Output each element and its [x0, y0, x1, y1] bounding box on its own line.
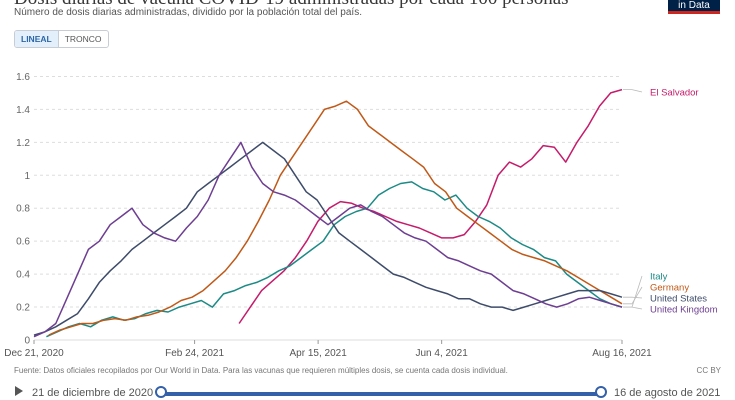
timeline-end-handle[interactable] [595, 386, 607, 398]
y-tick-label: 0.8 [16, 204, 30, 215]
series-label: United States [650, 294, 707, 305]
x-tick-label: Jun 4, 2021 [416, 348, 469, 359]
series-line-el-salvador [238, 88, 623, 324]
y-tick-label: 1.6 [16, 72, 30, 83]
timeline-track[interactable] [160, 392, 602, 396]
series-label: United Kingdom [650, 305, 718, 316]
license-label: CC BY [696, 366, 721, 375]
timeline-start-label: 21 de diciembre de 2020 [32, 387, 154, 399]
series-label-connector [623, 306, 643, 310]
y-tick-label: 1.4 [16, 105, 30, 116]
series-label-connector [623, 286, 643, 305]
x-tick-label: Feb 24, 2021 [165, 348, 224, 359]
timeline-end-label: 16 de agosto de 2021 [614, 387, 721, 399]
chart-title: Dosis diarias de vacuna COVID-19 adminis… [14, 0, 569, 10]
y-tick-label: 1.2 [16, 138, 30, 149]
series-label-connector [623, 296, 643, 299]
linear-scale-button[interactable]: LINEAL [15, 31, 59, 47]
x-tick-label: Dec 21, 2020 [4, 348, 64, 359]
series-label: El Salvador [650, 88, 699, 99]
y-tick-label: 1 [24, 171, 30, 182]
y-tick-label: 0 [24, 336, 30, 347]
series-line-germany [48, 100, 623, 336]
chart-subtitle: Número de dosis diarias administradas, d… [14, 7, 362, 18]
x-tick-label: Apr 15, 2021 [289, 348, 347, 359]
timeline-slider[interactable]: 21 de diciembre de 2020 16 de agosto de … [0, 380, 735, 400]
logo-red-bar [668, 11, 720, 14]
timeline-start-handle[interactable] [155, 386, 167, 398]
series-line-united-states [33, 141, 623, 336]
y-tick-label: 0.2 [16, 303, 30, 314]
y-tick-label: 0.4 [16, 270, 30, 281]
series-line-united-kingdom [33, 141, 623, 338]
series-label: Germany [650, 283, 689, 294]
scale-toggle[interactable]: LINEAL TRONCO [14, 30, 109, 48]
owid-logo[interactable]: in Data [668, 0, 720, 14]
log-scale-button[interactable]: TRONCO [64, 34, 102, 44]
logo-text: in Data [678, 0, 710, 11]
series-label: Italy [650, 272, 668, 283]
x-tick-label: Aug 16, 2021 [592, 348, 652, 359]
series-label-connector [623, 89, 643, 93]
y-tick-label: 0.6 [16, 237, 30, 248]
line-chart[interactable]: 0 0.2 0.4 0.6 0.8 1 1.2 1.4 1.6 Dec 21, 2020 Feb 2… [0, 48, 735, 366]
source-note: Fuente: Datos oficiales recopilados por … [14, 366, 508, 375]
play-icon[interactable] [15, 386, 23, 396]
